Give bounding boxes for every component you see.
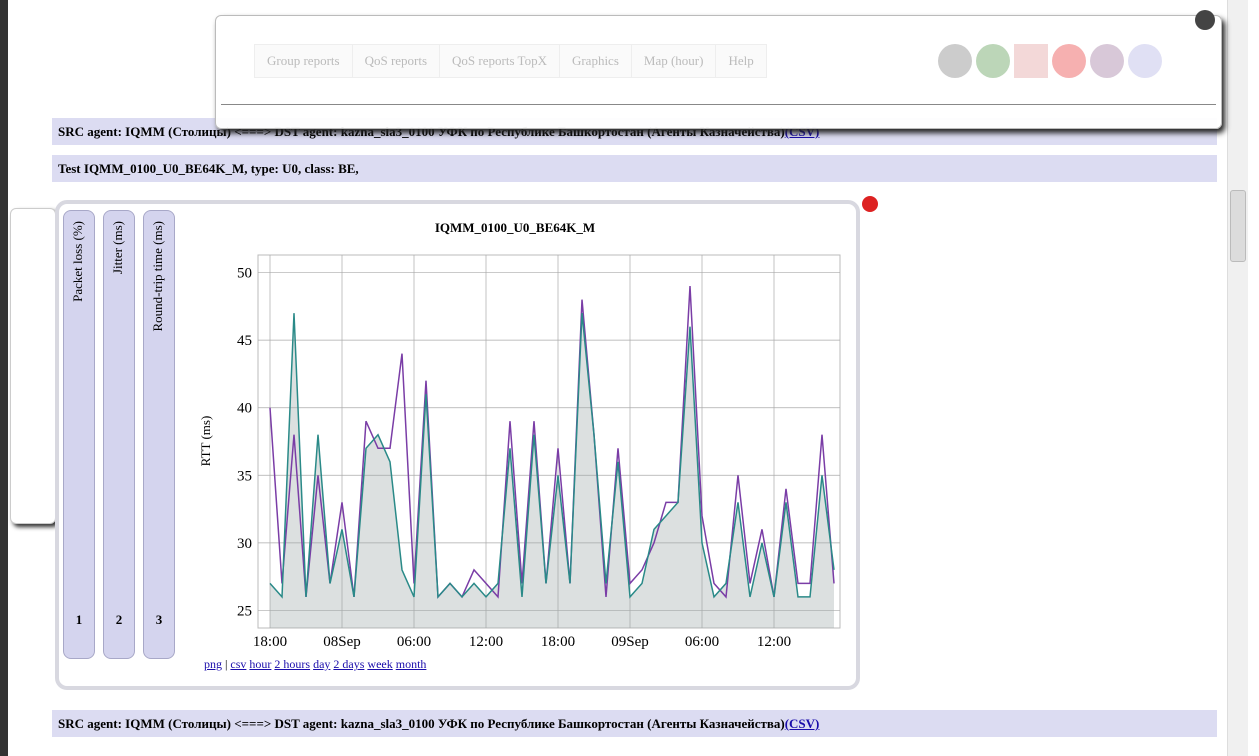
side-tab-label: Round-trip time (ms) [150,221,165,332]
home-icon[interactable] [938,44,972,78]
side-tab-number: 3 [155,612,163,627]
x-tick-label: 06:00 [685,634,719,650]
format-link[interactable]: csv [230,657,247,671]
y-tick-label: 45 [237,333,252,349]
side-tab-label: Packet loss (%) [70,221,85,302]
ru-icon[interactable] [1128,44,1162,78]
range-link[interactable]: hour [249,657,272,671]
power-icon[interactable] [1052,44,1086,78]
x-tick-label: 08Sep [323,634,361,650]
y-tick-label: 35 [237,468,252,484]
agent-text: SRC agent: IQMM (Столицы) <===> DST agen… [58,716,785,731]
format-link[interactable]: png [204,657,222,671]
nav-tab[interactable]: Group reports [254,44,353,78]
csv-link[interactable]: (CSV) [784,716,820,731]
x-tick-label: 18:00 [541,634,575,650]
range-link[interactable]: month [395,657,427,671]
range-links: png | csv hour 2 hours day 2 days week m… [204,657,426,672]
window-edge [0,0,8,756]
range-link[interactable]: day [313,657,331,671]
nav-tab[interactable]: Help [715,44,767,78]
nav-tab[interactable]: Graphics [558,44,632,78]
series-line [269,286,835,599]
pdf-icon[interactable] [1014,44,1048,78]
side-tab[interactable]: Packet loss (%) 1 [63,210,95,659]
side-tab-number: 2 [115,612,123,627]
link-separator: | [225,657,228,671]
en-icon[interactable] [1090,44,1124,78]
y-tick-label: 25 [237,603,252,619]
chart-title: IQMM_0100_U0_BE64K_M [435,220,595,235]
x-tick-label: 09Sep [611,634,649,650]
side-tab[interactable]: Round-trip time (ms) 3 [143,210,175,659]
x-tick-label: 18:00 [253,634,287,650]
agent-row: SRC agent: IQMM (Столицы) <===> DST agen… [52,710,1217,737]
side-tab-label: Jitter (ms) [110,221,125,275]
nav-tab[interactable]: QoS reports TopX [439,44,560,78]
range-link[interactable]: 2 hours [274,657,311,671]
chart: IQMM_0100_U0_BE64K_M RTT (ms) 25 30 35 40 45… [198,220,841,650]
nav-tab[interactable]: QoS reports [351,44,441,78]
globe-icon[interactable] [976,44,1010,78]
icons [938,44,1162,83]
test-row: Test IQMM_0100_U0_BE64K_M, type: U0, cla… [52,155,1217,182]
x-tick-label: 12:00 [469,634,503,650]
y-axis-label: RTT (ms) [198,416,213,467]
x-tick-label: 06:00 [397,634,431,650]
collapse-icon[interactable] [1195,10,1215,30]
plot-area [257,254,841,629]
series-line [269,313,835,599]
tabs: Group reports QoS reports QoS reports TopX… [254,44,767,78]
nav-bar: Group reports QoS reports QoS reports TopX… [215,10,1222,129]
side-panel[interactable] [10,208,56,524]
side-tab[interactable]: Jitter (ms) 2 [103,210,135,659]
divider [221,104,1216,105]
scrollbar[interactable] [1227,0,1248,756]
x-tick-label: 12:00 [757,634,791,650]
range-link[interactable]: 2 days [333,657,365,671]
close-icon[interactable] [862,196,878,212]
side-tab-number: 1 [75,612,83,627]
y-tick-label: 40 [237,401,252,417]
y-tick-label: 30 [237,536,252,552]
nav-tab[interactable]: Map (hour) [630,44,717,78]
range-link[interactable]: week [367,657,393,671]
y-tick-label: 50 [237,266,252,282]
